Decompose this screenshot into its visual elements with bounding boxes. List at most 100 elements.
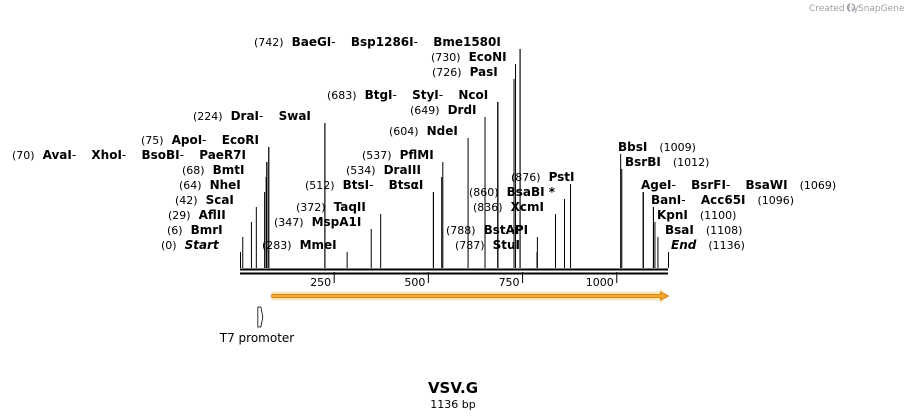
enzyme-draiii[interactable]: DraIII <box>384 163 421 177</box>
site-position: (1100) <box>700 209 737 222</box>
label-group-8: (70) AvaI - XhoI - BsoBI - PaeR7I <box>12 148 246 162</box>
site-position: (64) <box>179 179 202 192</box>
enzyme-ncoi[interactable]: NcoI <box>458 88 488 102</box>
enzyme-econi[interactable]: EcoNI <box>469 50 507 64</box>
name-separator: - <box>681 193 685 207</box>
enzyme-bsawi[interactable]: BsaWI <box>746 178 788 192</box>
label-group-26: BbsI (1009) <box>618 140 696 154</box>
snapgene-logo-icon <box>846 3 856 12</box>
site-position: (537) <box>362 149 392 162</box>
label-group-11: (534) DraIII <box>346 163 421 177</box>
enzyme-drdi[interactable]: DrdI <box>448 103 477 117</box>
enzyme-agei[interactable]: AgeI <box>641 178 671 192</box>
label-group-14: (42) ScaI <box>175 193 234 207</box>
label-group-9: (537) PflMI <box>362 148 434 162</box>
enzyme-bsabi[interactable]: BsaBI * <box>507 185 556 199</box>
enzyme-bsrfi[interactable]: BsrFI <box>691 178 726 192</box>
enzyme-aflii[interactable]: AflII <box>199 208 226 222</box>
site-position: (787) <box>455 239 485 252</box>
site-position: (649) <box>410 104 440 117</box>
enzyme-bsai[interactable]: BsaI <box>665 223 694 237</box>
site-position: (347) <box>274 216 304 229</box>
name-separator: - <box>122 148 126 162</box>
label-group-1: (730) EcoNI <box>431 50 507 64</box>
label-group-4: (649) DrdI <box>410 103 477 117</box>
enzyme-stui[interactable]: StuI <box>493 238 520 252</box>
t7-promoter-arrow[interactable] <box>257 306 264 328</box>
site-position: (6) <box>167 224 183 237</box>
enzyme-kpni[interactable]: KpnI <box>657 208 688 222</box>
enzyme-avai[interactable]: AvaI <box>43 148 72 162</box>
enzyme-bani[interactable]: BanI <box>651 193 681 207</box>
enzyme-ndei[interactable]: NdeI <box>427 124 458 138</box>
enzyme-bme1580i[interactable]: Bme1580I <box>433 35 501 49</box>
plasmid-name: VSV.G <box>428 379 478 397</box>
name-separator: - <box>439 88 443 102</box>
label-group-19: (0) Start <box>161 238 220 252</box>
orf-arrow[interactable] <box>271 291 670 301</box>
label-group-16: (29) AflII <box>168 208 226 222</box>
label-group-24: (788) BstAPI <box>446 223 528 237</box>
enzyme-pflmi[interactable]: PflMI <box>400 148 434 162</box>
enzyme-scai[interactable]: ScaI <box>206 193 234 207</box>
enzyme-taqii[interactable]: TaqII <box>334 200 366 214</box>
name-separator: - <box>393 88 397 102</box>
label-group-22: (860) BsaBI * <box>469 185 556 199</box>
enzyme-bsobi[interactable]: BsoBI <box>142 148 180 162</box>
site-position: (42) <box>175 194 198 207</box>
enzyme-swai[interactable]: SwaI <box>279 109 311 123</box>
label-group-18: (6) BmrI <box>167 223 223 237</box>
label-group-29: BanI - Acc65I (1096) <box>651 193 794 207</box>
enzyme-styi[interactable]: StyI <box>412 88 439 102</box>
credit-text: Created by <box>809 4 859 14</box>
enzyme-bbsi[interactable]: BbsI <box>618 140 647 154</box>
enzyme-btsi[interactable]: BtsαI <box>389 178 424 192</box>
label-group-7: (75) ApoI - EcoRI <box>141 133 259 147</box>
enzyme-pasi[interactable]: PasI <box>470 65 498 79</box>
label-group-21: (876) PstI <box>511 170 575 184</box>
site-position: (283) <box>262 239 292 252</box>
enzyme-acc65i[interactable]: Acc65I <box>701 193 746 207</box>
label-group-5: (224) DraI - SwaI <box>193 109 311 123</box>
plasmid-length: 1136 bp <box>430 398 475 411</box>
name-separator: - <box>202 133 206 147</box>
enzyme-xcmi[interactable]: XcmI <box>511 200 544 214</box>
enzyme-bmri[interactable]: BmrI <box>191 223 223 237</box>
enzyme-nhei[interactable]: NheI <box>210 178 241 192</box>
enzyme-bsp1286i[interactable]: Bsp1286I <box>351 35 414 49</box>
site-position: (68) <box>182 164 205 177</box>
site-position: (0) <box>161 239 177 252</box>
site-position: (1069) <box>800 179 837 192</box>
enzyme-btgi[interactable]: BtgI <box>365 88 393 102</box>
enzyme-psti[interactable]: PstI <box>549 170 575 184</box>
enzyme-start[interactable]: Start <box>185 238 220 252</box>
enzyme-bsrbi[interactable]: BsrBI <box>625 155 661 169</box>
site-position: (70) <box>12 149 35 162</box>
enzyme-xhoi[interactable]: XhoI <box>91 148 122 162</box>
site-position: (726) <box>432 66 462 79</box>
enzyme-end[interactable]: End <box>671 238 697 252</box>
label-group-27: BsrBI (1012) <box>625 155 709 169</box>
name-separator: - <box>414 35 418 49</box>
site-position: (788) <box>446 224 476 237</box>
site-position: (742) <box>254 36 284 49</box>
enzyme-baegi[interactable]: BaeGI <box>292 35 332 49</box>
enzyme-mmei[interactable]: MmeI <box>300 238 337 252</box>
enzyme-paer7i[interactable]: PaeR7I <box>199 148 246 162</box>
enzyme-mspa1i[interactable]: MspA1I <box>312 215 362 229</box>
enzyme-ecori[interactable]: EcoRI <box>222 133 259 147</box>
enzyme-bstapi[interactable]: BstAPI <box>484 223 529 237</box>
name-separator: - <box>369 178 373 192</box>
label-group-2: (726) PasI <box>432 65 498 79</box>
t7-promoter-label: T7 promoter <box>219 331 295 345</box>
scale-ticks: 250 500 750 1000 <box>310 272 618 289</box>
site-position: (1009) <box>659 141 696 154</box>
features: T7 promoter <box>219 288 670 345</box>
sequence-backbone <box>240 268 668 275</box>
enzyme-apoi[interactable]: ApoI <box>172 133 203 147</box>
enzyme-bmti[interactable]: BmtI <box>213 163 245 177</box>
site-position: (683) <box>327 89 357 102</box>
enzyme-btsi[interactable]: BtsI <box>343 178 370 192</box>
tick-label-500: 500 <box>404 276 425 289</box>
enzyme-drai[interactable]: DraI <box>231 109 259 123</box>
